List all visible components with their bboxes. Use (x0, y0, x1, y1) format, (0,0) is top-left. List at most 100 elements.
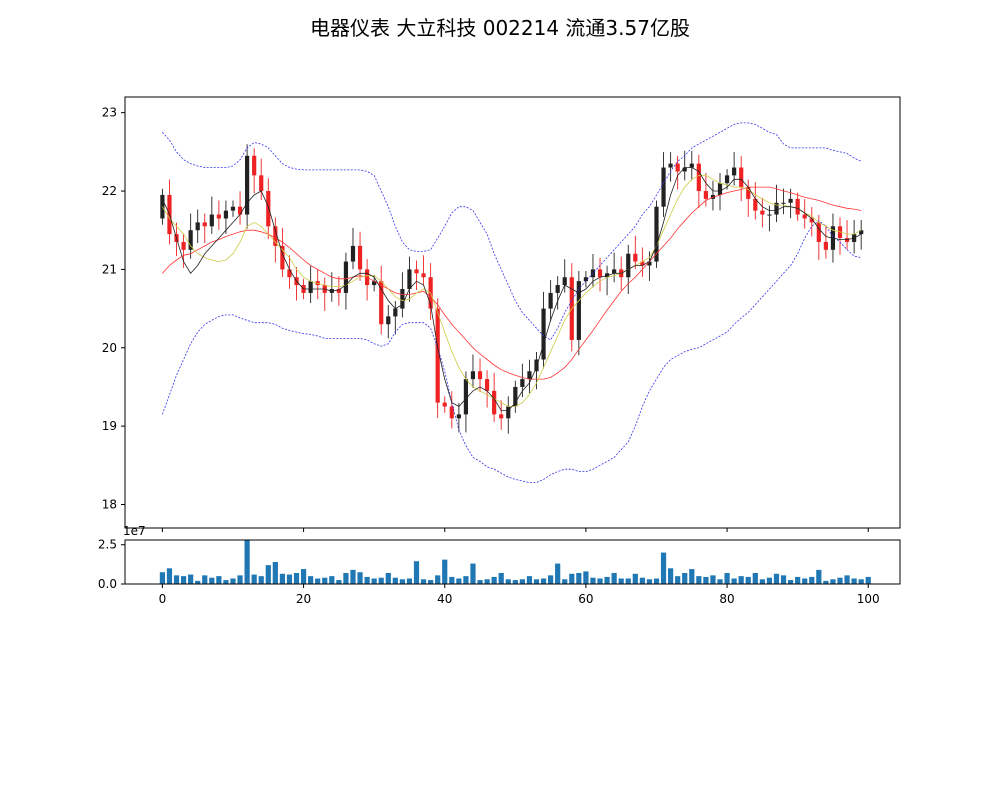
volume-bar (399, 579, 405, 584)
candle-body (562, 277, 567, 286)
candle-body (336, 288, 341, 293)
volume-bar (562, 579, 568, 584)
volume-bar (809, 576, 815, 584)
volume-bar (477, 580, 483, 584)
volume-bar (512, 580, 518, 584)
vol-y-tick-label: 0.0 (98, 577, 117, 591)
volume-bar (533, 579, 540, 584)
volume-bar (780, 575, 787, 584)
volume-bar (195, 580, 201, 584)
volume-bar (456, 578, 462, 584)
candle-body (767, 214, 772, 216)
candle-body (237, 206, 243, 215)
y-tick-label: 23 (102, 106, 117, 120)
volume-bar (724, 573, 730, 584)
volume-bar (209, 577, 215, 584)
candle-body (350, 245, 356, 262)
candle-body (583, 277, 589, 282)
candle-body (209, 214, 214, 227)
volume-bar (653, 578, 660, 584)
boll-upper-line (162, 122, 862, 341)
volume-bar (625, 578, 631, 584)
candle-body (604, 273, 610, 278)
candle-body (492, 390, 497, 415)
candle-body (661, 167, 666, 207)
candle-body (781, 202, 786, 204)
candle-body (654, 206, 659, 262)
candle-body (230, 206, 236, 211)
candle-body (513, 386, 518, 407)
volume-bar (343, 573, 349, 584)
candle-body (753, 198, 758, 211)
candle-body (746, 187, 751, 199)
candle-body (435, 308, 440, 403)
candle-body (400, 288, 405, 309)
candle-body (527, 371, 532, 380)
volume-bar (216, 576, 222, 584)
volume-bar (251, 574, 257, 584)
volume-bar (703, 576, 709, 584)
volume-bar (660, 552, 667, 584)
candle-body (259, 175, 264, 192)
candle-body (696, 163, 701, 192)
volume-bar (526, 576, 533, 584)
y-tick-label: 18 (102, 497, 117, 511)
x-tick-label: 60 (578, 592, 593, 606)
volume-bar (449, 576, 455, 584)
volume-bar (682, 573, 688, 584)
volume-bar (731, 578, 737, 584)
candle-body (802, 214, 807, 219)
candle-body (788, 198, 793, 203)
volume-bar (350, 569, 356, 584)
volume-bar (293, 573, 300, 584)
volume-bar (745, 576, 751, 584)
volume-bar (279, 573, 285, 584)
candle-body (343, 261, 349, 293)
volume-bar (569, 573, 575, 584)
volume-bar (258, 576, 264, 584)
volume-bar (237, 575, 243, 584)
y-tick-label: 19 (102, 419, 117, 433)
volume-bar (392, 577, 398, 584)
volume-bar (576, 573, 582, 584)
volume-bar (322, 577, 328, 584)
candle-body (181, 241, 186, 250)
candle-body (844, 238, 850, 242)
candle-body (484, 379, 490, 391)
volume-bar (371, 578, 377, 584)
volume-bar (202, 575, 208, 584)
candle-body (357, 245, 363, 270)
volume-bar (717, 579, 723, 584)
candle-body (477, 371, 483, 380)
candle-body (689, 163, 694, 168)
volume-bar (738, 576, 744, 584)
volume-bar (632, 573, 638, 584)
candle-body (548, 292, 553, 309)
volume-bar (428, 580, 434, 584)
volume-bar (336, 580, 342, 584)
volume-plot-frame (124, 539, 901, 585)
candle-body (555, 285, 560, 293)
candle-body (626, 253, 631, 278)
volume-bar (230, 578, 236, 584)
candle-body (668, 163, 673, 168)
volume-bar (435, 575, 441, 584)
candle-body (202, 222, 207, 227)
price-plot-frame (124, 96, 901, 529)
candle-body (414, 269, 419, 274)
candle-body (456, 414, 461, 419)
volume-bar (611, 573, 617, 584)
candle-body (816, 222, 821, 242)
candle-body (541, 308, 546, 360)
volume-bar (766, 577, 773, 584)
volume-bar (759, 579, 765, 584)
volume-bar (315, 578, 321, 584)
candle-body (506, 406, 511, 419)
volume-bar (696, 576, 702, 584)
volume-bar (858, 579, 864, 584)
candle-body (273, 226, 278, 246)
candle-body (675, 163, 680, 172)
candle-body (499, 414, 504, 419)
ma-short-line (162, 167, 862, 411)
volume-bar (548, 575, 554, 584)
